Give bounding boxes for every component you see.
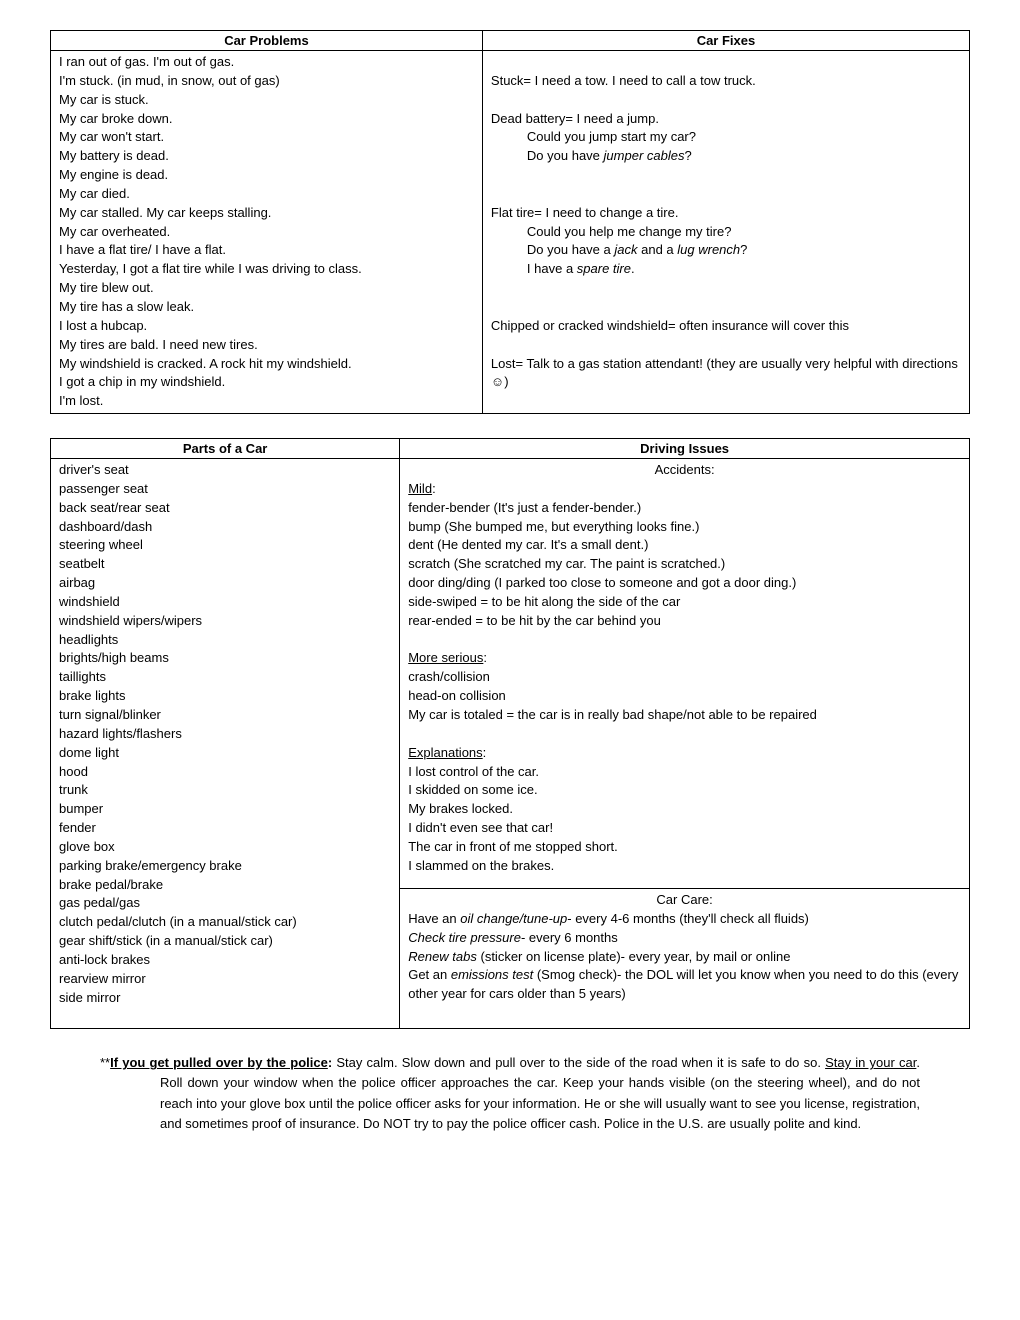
fix-line: Could you help me change my tire?: [491, 223, 732, 242]
fix-line: Do you have jumper cables?: [491, 147, 692, 166]
expl-line: My brakes locked.: [408, 800, 961, 819]
part-line: clutch pedal/clutch (in a manual/stick c…: [59, 913, 391, 932]
explanations-label: Explanations: [408, 745, 482, 760]
part-line: taillights: [59, 668, 391, 687]
mild-line: dent (He dented my car. It's a small den…: [408, 536, 961, 555]
care-line: Check tire pressure- every 6 months: [408, 929, 961, 948]
expl-line: I slammed on the brakes.: [408, 857, 961, 876]
part-line: headlights: [59, 631, 391, 650]
problem-line: My windshield is cracked. A rock hit my …: [59, 355, 474, 374]
part-line: bumper: [59, 800, 391, 819]
part-line: hood: [59, 763, 391, 782]
mild-label: Mild: [408, 481, 432, 496]
col-header-parts: Parts of a Car: [51, 439, 400, 459]
car-problems-table: Car Problems Car Fixes I ran out of gas.…: [50, 30, 970, 414]
problem-line: I ran out of gas. I'm out of gas.: [59, 53, 474, 72]
problem-line: My car is stuck.: [59, 91, 474, 110]
problem-line: My tire blew out.: [59, 279, 474, 298]
car-parts-table: Parts of a Car Driving Issues driver's s…: [50, 438, 970, 1029]
fix-line: Could you jump start my car?: [491, 128, 696, 147]
col-header-driving: Driving Issues: [400, 439, 970, 459]
part-line: rearview mirror: [59, 970, 391, 989]
care-line: Renew tabs (sticker on license plate)- e…: [408, 948, 961, 967]
part-line: hazard lights/flashers: [59, 725, 391, 744]
problem-line: My car stalled. My car keeps stalling.: [59, 204, 474, 223]
problem-line: I got a chip in my windshield.: [59, 373, 474, 392]
fix-line: Dead battery= I need a jump.: [491, 110, 961, 129]
part-line: brights/high beams: [59, 649, 391, 668]
part-line: dome light: [59, 744, 391, 763]
mild-line: side-swiped = to be hit along the side o…: [408, 593, 961, 612]
part-line: dashboard/dash: [59, 518, 391, 537]
parts-cell: driver's seat passenger seat back seat/r…: [51, 459, 400, 1029]
part-line: airbag: [59, 574, 391, 593]
mild-line: fender-bender (It's just a fender-bender…: [408, 499, 961, 518]
problem-line: Yesterday, I got a flat tire while I was…: [59, 260, 474, 279]
serious-line: My car is totaled = the car is in really…: [408, 706, 961, 725]
expl-line: The car in front of me stopped short.: [408, 838, 961, 857]
part-line: seatbelt: [59, 555, 391, 574]
footer-prefix: **: [100, 1055, 110, 1070]
part-line: windshield wipers/wipers: [59, 612, 391, 631]
serious-line: crash/collision: [408, 668, 961, 687]
problem-line: My battery is dead.: [59, 147, 474, 166]
part-line: brake lights: [59, 687, 391, 706]
care-line: Get an emissions test (Smog check)- the …: [408, 966, 961, 1004]
expl-line: I lost control of the car.: [408, 763, 961, 782]
fix-line: Lost= Talk to a gas station attendant! (…: [491, 355, 961, 393]
part-line: gear shift/stick (in a manual/stick car): [59, 932, 391, 951]
footer-lead: If you get pulled over by the police: [110, 1055, 328, 1070]
problem-line: My tire has a slow leak.: [59, 298, 474, 317]
part-line: anti-lock brakes: [59, 951, 391, 970]
problem-line: My tires are bald. I need new tires.: [59, 336, 474, 355]
problem-line: I have a flat tire/ I have a flat.: [59, 241, 474, 260]
problem-line: My car died.: [59, 185, 474, 204]
part-line: trunk: [59, 781, 391, 800]
fix-line: Stuck= I need a tow. I need to call a to…: [491, 72, 961, 91]
footer-body: Stay calm. Slow down and pull over to th…: [332, 1055, 825, 1070]
car-care-cell: Car Care: Have an oil change/tune-up- ev…: [400, 889, 970, 1029]
mild-line: bump (She bumped me, but everything look…: [408, 518, 961, 537]
part-line: brake pedal/brake: [59, 876, 391, 895]
col-header-problems: Car Problems: [51, 31, 483, 51]
col-header-fixes: Car Fixes: [482, 31, 969, 51]
police-footer: **If you get pulled over by the police: …: [100, 1053, 920, 1134]
footer-stay: Stay in your car: [825, 1055, 916, 1070]
fix-line: Do you have a jack and a lug wrench?: [491, 241, 747, 260]
part-line: gas pedal/gas: [59, 894, 391, 913]
accidents-title: Accidents:: [408, 461, 961, 480]
mild-line: door ding/ding (I parked too close to so…: [408, 574, 961, 593]
serious-line: head-on collision: [408, 687, 961, 706]
part-line: back seat/rear seat: [59, 499, 391, 518]
part-line: passenger seat: [59, 480, 391, 499]
part-line: side mirror: [59, 989, 391, 1008]
part-line: driver's seat: [59, 461, 391, 480]
problem-line: My car won't start.: [59, 128, 474, 147]
driving-issues-cell: Accidents: Mild: fender-bender (It's jus…: [400, 459, 970, 889]
fixes-cell: Stuck= I need a tow. I need to call a to…: [482, 51, 969, 414]
car-care-title: Car Care:: [408, 891, 961, 910]
mild-line: rear-ended = to be hit by the car behind…: [408, 612, 961, 631]
part-line: fender: [59, 819, 391, 838]
part-line: steering wheel: [59, 536, 391, 555]
problem-line: My car overheated.: [59, 223, 474, 242]
problem-line: I lost a hubcap.: [59, 317, 474, 336]
fix-line: Chipped or cracked windshield= often ins…: [491, 317, 961, 336]
problem-line: My engine is dead.: [59, 166, 474, 185]
problems-cell: I ran out of gas. I'm out of gas. I'm st…: [51, 51, 483, 414]
part-line: turn signal/blinker: [59, 706, 391, 725]
fix-line: I have a spare tire.: [491, 260, 635, 279]
problem-line: I'm lost.: [59, 392, 474, 411]
part-line: glove box: [59, 838, 391, 857]
care-line: Have an oil change/tune-up- every 4-6 mo…: [408, 910, 961, 929]
fix-line: Flat tire= I need to change a tire.: [491, 204, 961, 223]
expl-line: I skidded on some ice.: [408, 781, 961, 800]
problem-line: My car broke down.: [59, 110, 474, 129]
expl-line: I didn't even see that car!: [408, 819, 961, 838]
mild-line: scratch (She scratched my car. The paint…: [408, 555, 961, 574]
problem-line: I'm stuck. (in mud, in snow, out of gas): [59, 72, 474, 91]
part-line: parking brake/emergency brake: [59, 857, 391, 876]
serious-label: More serious: [408, 650, 483, 665]
part-line: windshield: [59, 593, 391, 612]
